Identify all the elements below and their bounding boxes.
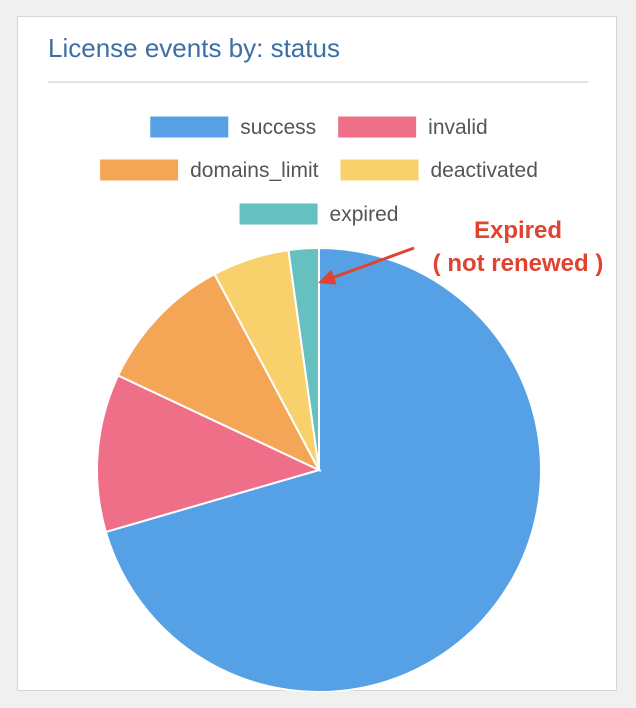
legend-item-invalid[interactable]: invalid: [338, 116, 488, 139]
card-title: License events by: status: [48, 33, 340, 63]
pie-chart: success invalid domains_limit deactivated ex…: [96, 116, 604, 692]
legend-label-domains-limit: domains_limit: [190, 159, 319, 182]
pie-slice-expired[interactable]: [287, 246, 320, 471]
title-divider: [48, 81, 588, 83]
pie-slice-domains-limit[interactable]: [116, 272, 322, 473]
annotation-arrow-shaft: [327, 246, 415, 281]
legend-item-expired[interactable]: expired: [239, 203, 399, 226]
legend-swatch-invalid: [338, 116, 417, 138]
legend-item-deactivated[interactable]: deactivated: [340, 159, 538, 182]
pie-slice-success[interactable]: [104, 246, 542, 692]
legend-swatch-deactivated: [340, 159, 419, 181]
legend-swatch-success: [150, 116, 229, 138]
legend-label-success: success: [240, 116, 316, 139]
annotation-arrow-head: [318, 269, 337, 285]
legend-item-domains-limit[interactable]: domains_limit: [100, 159, 319, 182]
legend-label-deactivated: deactivated: [430, 159, 537, 182]
legend-swatch-domains-limit: [100, 159, 179, 181]
legend-label-expired: expired: [330, 203, 399, 226]
pie-slice-invalid[interactable]: [96, 374, 322, 534]
legend-item-success[interactable]: success: [150, 116, 316, 139]
legend-label-invalid: invalid: [428, 116, 488, 139]
annotation-line-1: Expired: [474, 217, 562, 244]
annotation-line-2: ( not renewed ): [433, 250, 604, 277]
legend-swatch-expired: [239, 203, 318, 225]
chart-card: License events by: status success invalid…: [17, 16, 617, 692]
